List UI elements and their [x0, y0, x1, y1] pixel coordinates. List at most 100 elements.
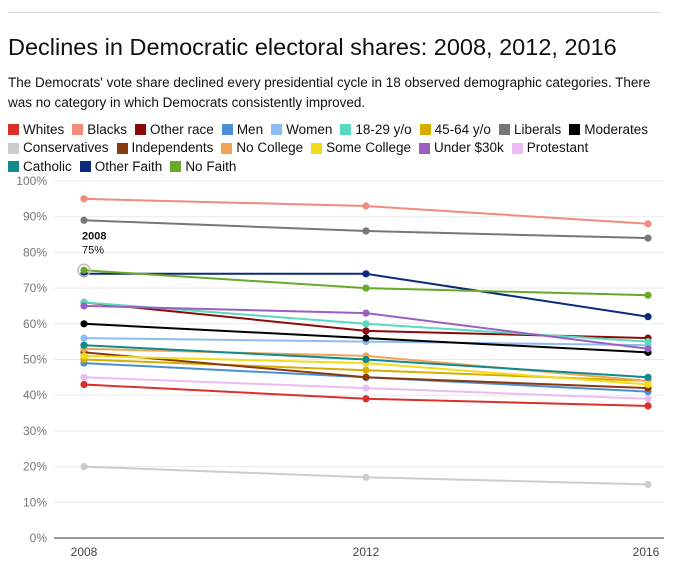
data-point-no-faith — [644, 291, 652, 299]
legend-item-some-college[interactable]: Some College — [311, 139, 411, 156]
legend-swatch — [8, 142, 19, 154]
legend-item-women[interactable]: Women — [271, 121, 332, 138]
legend-label: Liberals — [513, 122, 562, 137]
data-point-women — [80, 334, 88, 342]
data-point-protestant — [80, 373, 88, 381]
data-point-under-30k — [362, 309, 370, 317]
legend-item-men[interactable]: Men — [221, 121, 263, 138]
data-point-45-64-y-o — [362, 366, 370, 374]
legend-swatch — [72, 124, 84, 136]
x-tick-label: 2016 — [633, 545, 660, 559]
legend-label: Some College — [326, 140, 411, 156]
x-tick-label: 2008 — [71, 545, 98, 559]
legend-label: Whites — [23, 122, 65, 137]
legend-item-blacks[interactable]: Blacks — [72, 121, 127, 138]
data-point-other-faith — [362, 270, 370, 278]
data-point-18-29-y-o — [644, 338, 652, 346]
legend-item-under-30k[interactable]: Under $30k — [418, 139, 504, 156]
data-point-under-30k — [644, 345, 652, 353]
y-tick-label: 90% — [23, 210, 47, 224]
legend-item-no-college[interactable]: No College — [221, 139, 303, 156]
legend-swatch — [170, 161, 182, 173]
data-point-moderates — [362, 334, 370, 342]
data-point-other-race — [362, 327, 370, 335]
legend-label: Other race — [150, 122, 214, 137]
data-point-other-faith — [644, 313, 652, 321]
data-point-conservatives — [644, 480, 652, 489]
legend-item-other-race[interactable]: Other race — [135, 121, 214, 138]
legend-swatch — [271, 124, 283, 136]
legend-label: Other Faith — [94, 158, 163, 174]
chart-title: Declines in Democratic electoral shares:… — [8, 34, 617, 60]
annotation-value: 75% — [82, 244, 104, 256]
legend-item-no-faith[interactable]: No Faith — [170, 158, 236, 175]
legend-swatch — [498, 124, 510, 136]
legend-label: 45-64 y/o — [434, 122, 491, 137]
data-point-some-college — [644, 380, 652, 389]
legend-label: No College — [236, 140, 304, 156]
legend-item-independents[interactable]: Independents — [116, 139, 214, 156]
legend-swatch — [221, 124, 233, 136]
data-point-whites — [644, 402, 652, 410]
legend-swatch — [340, 124, 352, 136]
legend-item-conservatives[interactable]: Conservatives — [8, 139, 109, 156]
data-point-blacks — [362, 202, 370, 210]
legend-swatch — [511, 142, 523, 154]
data-point-blacks — [80, 195, 88, 203]
data-point-whites — [362, 395, 370, 403]
data-point-protestant — [362, 384, 370, 392]
legend-swatch — [221, 142, 233, 154]
top-divider — [8, 12, 662, 13]
highlight-ring — [77, 263, 91, 277]
data-point-under-30k — [80, 302, 88, 310]
legend-item-whites[interactable]: Whites — [8, 121, 64, 138]
legend-item-catholic[interactable]: Catholic — [8, 158, 72, 175]
legend-item-protestant[interactable]: Protestant — [511, 139, 588, 156]
line-chart: 0% 10% 20% 30% 40% 50% 60% 70% 80% 90% 100% 2008 201… — [16, 174, 664, 559]
y-tick-label: 50% — [23, 353, 47, 367]
data-point-catholic — [362, 355, 370, 364]
y-tick-label: 20% — [23, 460, 47, 474]
data-point-no-faith — [362, 284, 370, 292]
legend-item-liberals[interactable]: Liberals — [498, 121, 562, 138]
legend-swatch — [569, 124, 581, 136]
legend-swatch — [8, 161, 19, 173]
legend-item-18-29-y-o[interactable]: 18-29 y/o — [340, 121, 412, 138]
data-point-protestant — [644, 395, 652, 403]
y-tick-label: 60% — [23, 317, 47, 331]
legend-label: Catholic — [23, 158, 72, 174]
y-tick-label: 40% — [23, 388, 47, 402]
y-tick-label: 30% — [23, 424, 47, 438]
data-point-liberals — [80, 216, 88, 224]
data-point-no-faith — [80, 266, 88, 274]
data-point-catholic — [80, 341, 88, 349]
data-point-liberals — [362, 227, 370, 235]
legend-swatch — [79, 161, 91, 173]
data-point-conservatives — [80, 463, 88, 471]
chart-subtitle: The Democrats' vote share declined every… — [8, 75, 651, 110]
legend-swatch — [116, 142, 128, 154]
x-tick-label: 2012 — [353, 545, 380, 559]
y-tick-label: 80% — [23, 245, 47, 259]
legend: Whites Blacks Other race Men Women 18-29 y/o 4… — [8, 121, 668, 176]
y-tick-label: 10% — [23, 495, 47, 509]
y-tick-label: 100% — [16, 174, 47, 188]
data-point-conservatives — [362, 473, 370, 481]
legend-label: Independents — [131, 140, 214, 156]
annotation-year: 2008 — [82, 230, 106, 242]
legend-item-other-faith[interactable]: Other Faith — [79, 158, 163, 175]
legend-swatch — [135, 124, 147, 136]
legend-swatch — [8, 124, 19, 136]
data-point-liberals — [644, 234, 652, 242]
legend-label: Women — [286, 122, 333, 137]
legend-label: Under $30k — [433, 140, 504, 156]
legend-item-moderates[interactable]: Moderates — [569, 121, 648, 138]
legend-item-45-64-y-o[interactable]: 45-64 y/o — [419, 121, 491, 138]
y-tick-label: 70% — [23, 281, 47, 295]
legend-swatch — [418, 142, 430, 154]
data-point-moderates — [80, 320, 88, 328]
data-point-independents — [362, 373, 370, 381]
legend-label: 18-29 y/o — [355, 122, 412, 137]
legend-label: No Faith — [185, 158, 237, 174]
data-point-catholic — [644, 373, 652, 381]
